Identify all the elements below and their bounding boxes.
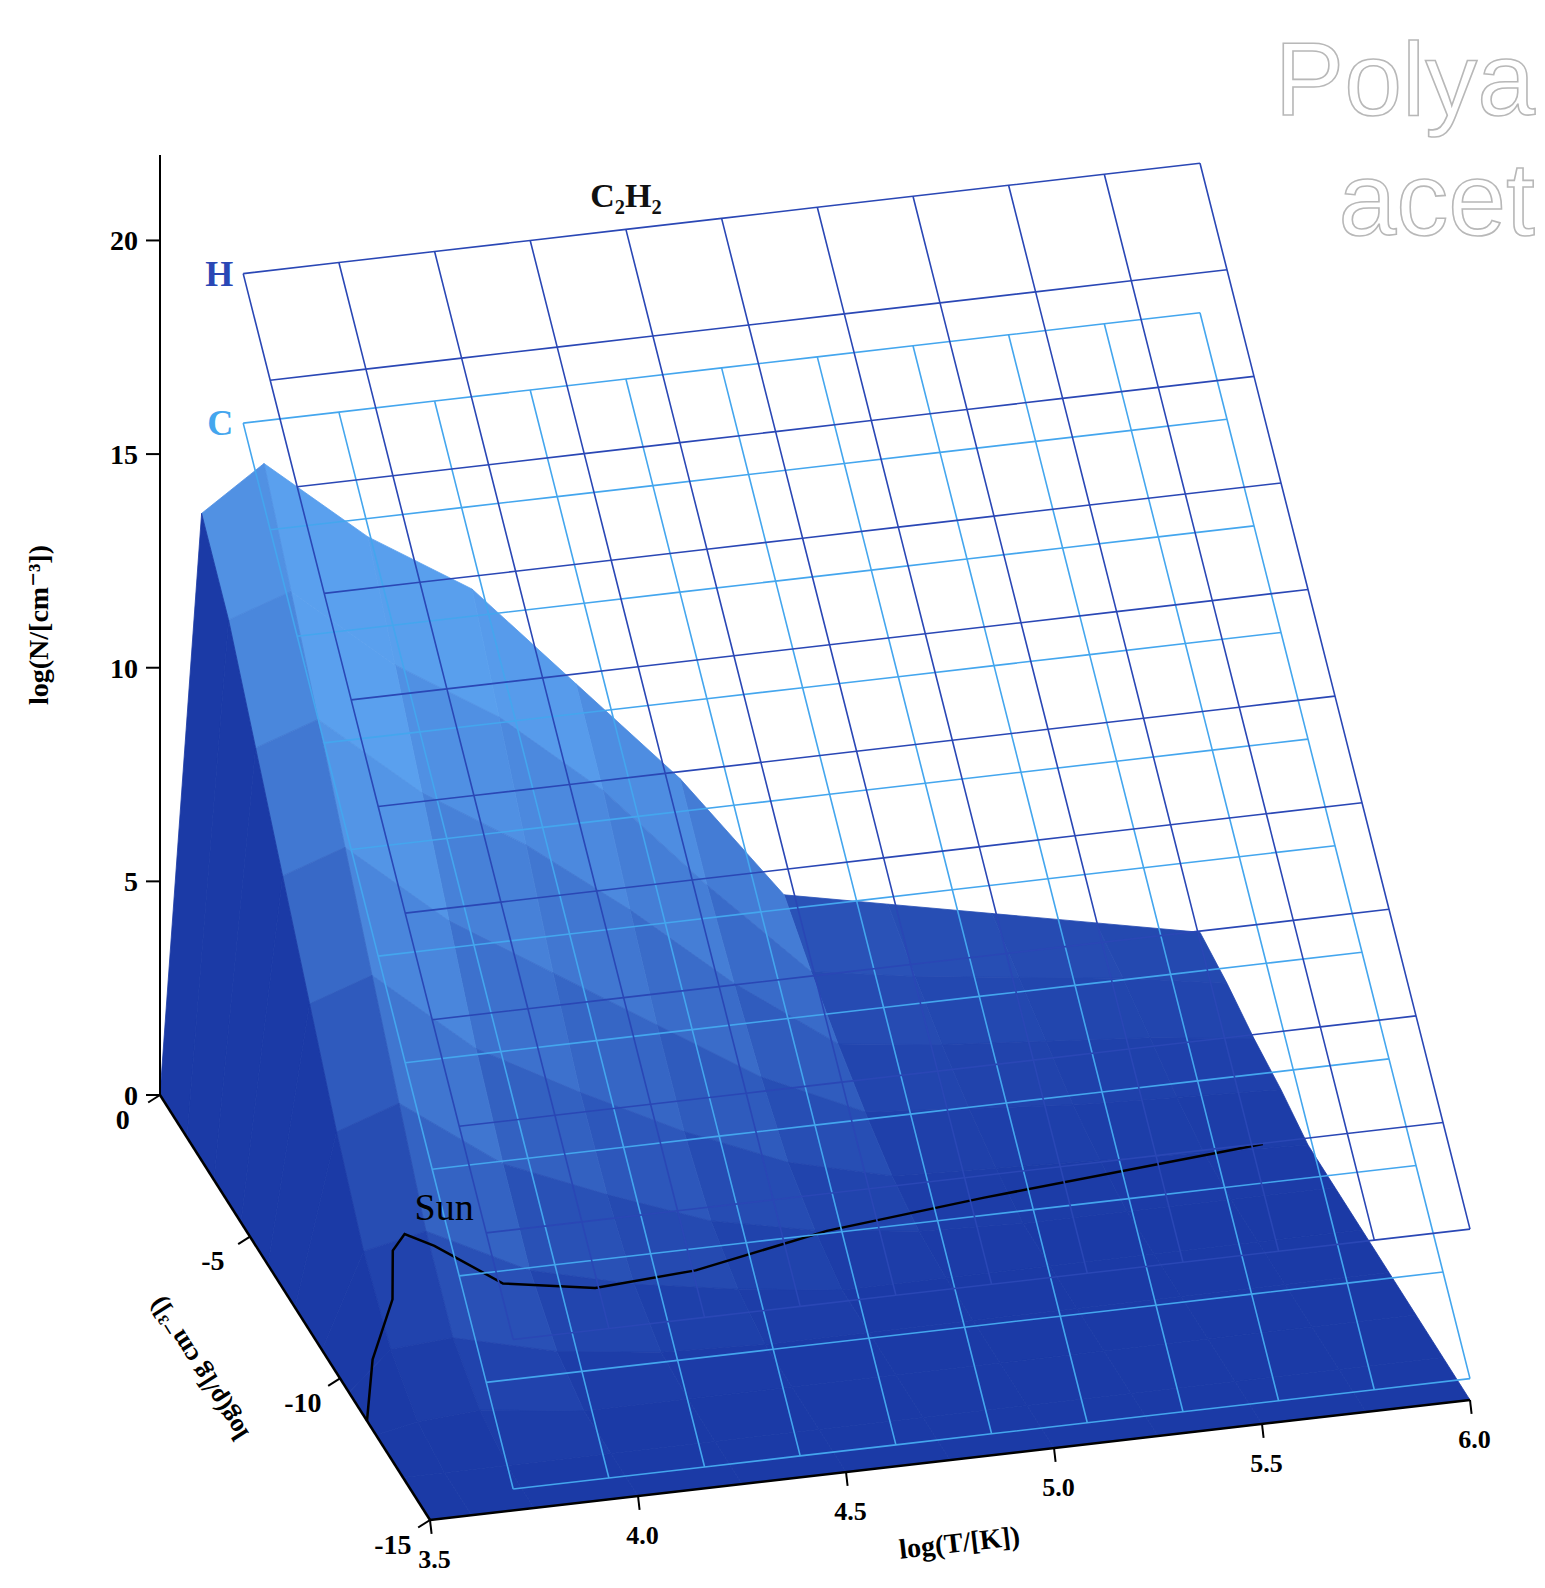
z-tick: [146, 667, 160, 669]
wire-column: [339, 412, 609, 1478]
wire-column: [913, 196, 1183, 1262]
z-axis: [159, 155, 161, 1095]
sun-curve: [367, 1144, 1263, 1421]
wire-column: [626, 379, 896, 1445]
t-tick-label: 5.0: [1042, 1473, 1075, 1502]
wire-column: [435, 401, 705, 1467]
wire-column: [530, 241, 800, 1307]
rho-tick: [418, 1520, 430, 1528]
rho-tick-label: -15: [374, 1529, 411, 1560]
t-tick-label: 6.0: [1458, 1425, 1491, 1454]
t-tick: [430, 1520, 432, 1534]
t-tick-label: 3.5: [418, 1545, 451, 1574]
wire-column: [530, 390, 800, 1456]
wireframe: [243, 163, 1470, 1339]
surface-cell: [349, 1349, 418, 1435]
z-tick: [146, 880, 160, 882]
t-tick: [1470, 1400, 1472, 1414]
rho-axis-title: log(ρ/[g cm⁻³]): [142, 1292, 254, 1445]
t-tick-label: 5.5: [1250, 1449, 1283, 1478]
rho-axis: [160, 1095, 430, 1520]
t-tick-label: 4.0: [626, 1521, 659, 1550]
rho-tick: [238, 1237, 250, 1245]
t-tick-label: 4.5: [834, 1497, 867, 1526]
wire-column: [626, 229, 896, 1295]
z-tick-label: 10: [110, 653, 138, 684]
z-tick-label: 20: [110, 225, 138, 256]
t-axis: [430, 1400, 1470, 1520]
wire-column: [1104, 324, 1374, 1390]
series-label: H: [205, 254, 233, 294]
z-tick-label: 15: [110, 439, 138, 470]
z-tick: [146, 239, 160, 241]
surface-cell: [403, 1473, 472, 1520]
wire-column: [817, 207, 1087, 1273]
rho-tick-label: 0: [116, 1104, 130, 1135]
wire-column: [339, 263, 609, 1329]
annotation: Polya: [1275, 21, 1535, 137]
t-tick: [1262, 1424, 1264, 1438]
wire-column: [1104, 174, 1374, 1240]
wire-column: [243, 274, 513, 1340]
z-axis-title: log(N/[cm⁻³]): [23, 545, 54, 705]
wire-column: [1200, 313, 1470, 1379]
wire-column: [1200, 163, 1470, 1229]
annotation: acet: [1338, 141, 1535, 257]
wire-column: [1009, 185, 1279, 1251]
chart: 05101520log(N/[cm⁻³])-15-10-50log(ρ/[g c…: [0, 0, 1545, 1588]
wire-column: [1009, 335, 1279, 1401]
axes: 05101520log(N/[cm⁻³])-15-10-50log(ρ/[g c…: [23, 155, 1491, 1574]
rho-tick-label: -10: [284, 1387, 321, 1418]
rho-tick: [148, 1095, 160, 1103]
z-tick-label: 5: [124, 866, 138, 897]
rho-tick-label: -5: [201, 1245, 224, 1276]
wireframe: [243, 313, 1470, 1489]
rho-tick: [328, 1378, 340, 1386]
wire-column: [817, 357, 1087, 1423]
t-axis-title: log(T/[K]): [897, 1520, 1021, 1565]
wire-column: [722, 218, 992, 1284]
t-tick: [638, 1496, 640, 1510]
wire-column: [722, 368, 992, 1434]
wire-column: [435, 252, 705, 1318]
wire-column: [243, 423, 513, 1489]
series-label: C₂H₂: [590, 177, 661, 214]
t-tick: [1054, 1448, 1056, 1462]
wire-column: [913, 346, 1183, 1412]
t-tick: [846, 1472, 848, 1486]
curve-label: Sun: [415, 1186, 474, 1228]
series-label: C: [207, 403, 233, 443]
z-tick: [146, 453, 160, 455]
